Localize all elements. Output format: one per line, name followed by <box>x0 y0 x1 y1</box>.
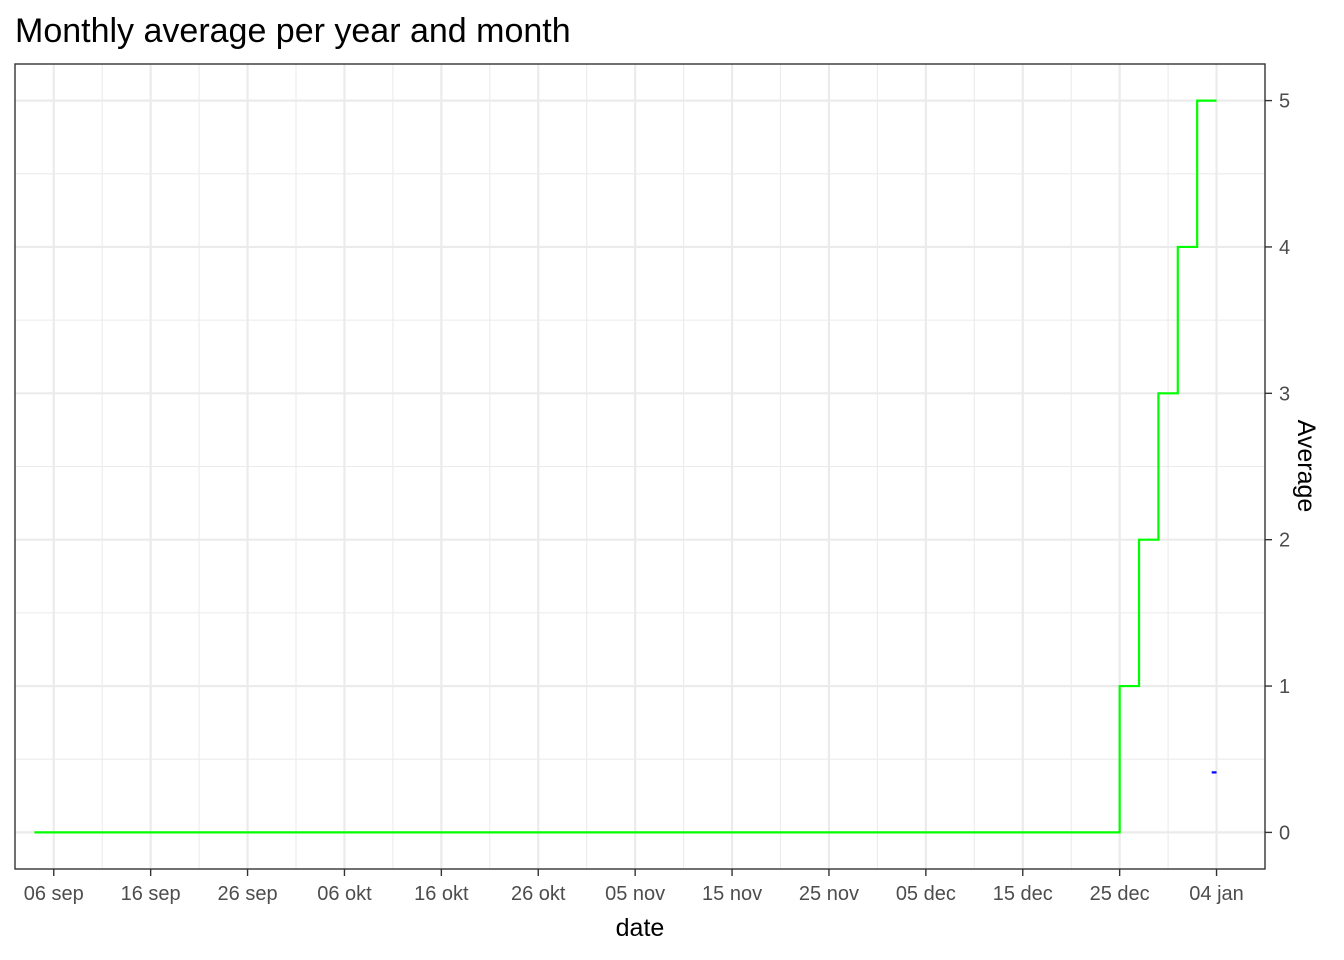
x-tick-label: 25 nov <box>799 883 859 905</box>
x-axis: 06 sep 16 sep 26 sep 06 okt 16 okt 26 okt 05 n… <box>24 869 1244 905</box>
y-tick-label: 0 <box>1279 822 1290 844</box>
x-tick-label: 26 sep <box>218 883 278 905</box>
y-tick-label: 3 <box>1279 383 1290 405</box>
y-tick-label: 4 <box>1279 237 1290 259</box>
chart-title: Monthly average per year and month <box>15 12 571 50</box>
x-tick-label: 04 jan <box>1189 883 1244 905</box>
series-line-0 <box>34 99 1217 834</box>
series-layer <box>34 99 1217 834</box>
y-axis-title: Average <box>1292 420 1320 513</box>
x-tick-label: 05 nov <box>605 883 665 905</box>
x-tick-label: 15 dec <box>993 883 1053 905</box>
x-tick-label: 06 sep <box>24 883 84 905</box>
x-tick-label: 26 okt <box>511 883 566 905</box>
y-tick-label: 2 <box>1279 530 1290 552</box>
plot-border <box>14 63 1266 870</box>
grid-minor <box>15 64 1265 869</box>
x-tick-label: 25 dec <box>1090 883 1150 905</box>
x-tick-label: 16 okt <box>414 883 469 905</box>
y-axis: 0 1 2 3 4 5 <box>1265 91 1290 844</box>
y-tick-label: 1 <box>1279 676 1290 698</box>
x-tick-label: 16 sep <box>121 883 181 905</box>
x-tick-label: 05 dec <box>896 883 956 905</box>
y-tick-label: 5 <box>1279 91 1290 113</box>
x-tick-label: 06 okt <box>317 883 372 905</box>
x-tick-label: 15 nov <box>702 883 762 905</box>
x-axis-title: date <box>616 914 665 942</box>
grid-major <box>15 64 1265 869</box>
